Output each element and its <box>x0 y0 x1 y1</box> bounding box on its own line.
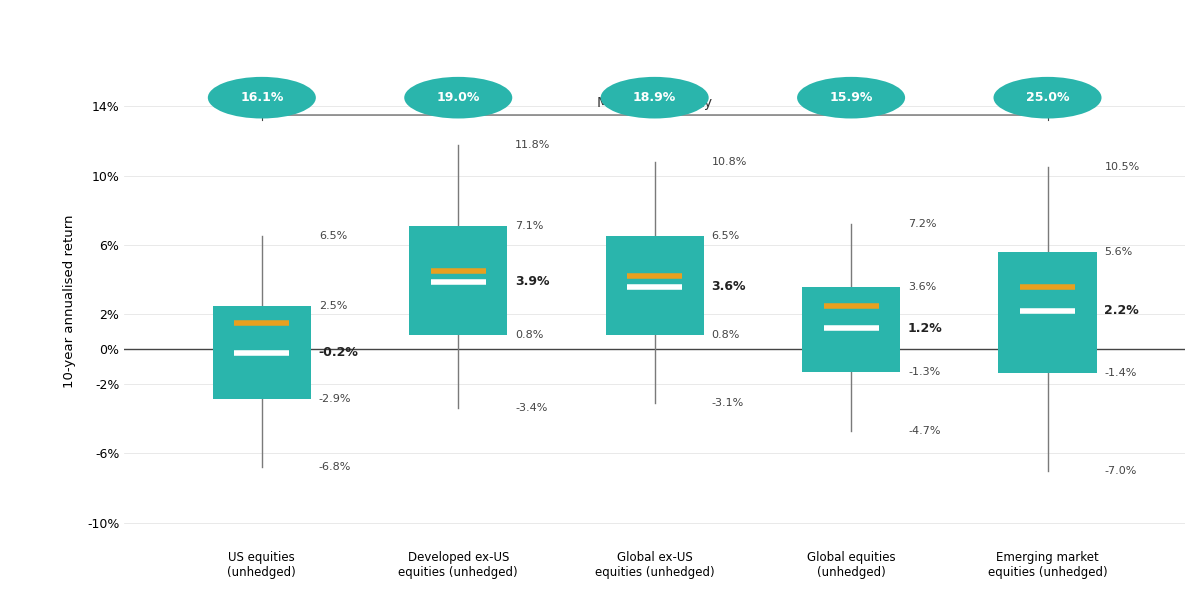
Text: -1.3%: -1.3% <box>908 367 941 377</box>
Text: 5.6%: 5.6% <box>1104 247 1133 257</box>
Text: 2.2%: 2.2% <box>1104 304 1139 317</box>
Text: -6.8%: -6.8% <box>319 462 352 472</box>
Bar <box>802 287 900 371</box>
Text: 7.2%: 7.2% <box>908 219 936 229</box>
Bar <box>998 252 1097 373</box>
Bar <box>212 306 311 400</box>
Text: 15.9%: 15.9% <box>829 91 872 104</box>
Text: 3.9%: 3.9% <box>515 275 550 288</box>
Text: 6.5%: 6.5% <box>319 232 347 241</box>
Text: 18.9%: 18.9% <box>634 91 677 104</box>
Text: -2.9%: -2.9% <box>319 394 352 404</box>
Ellipse shape <box>797 77 905 118</box>
Y-axis label: 10-year annualised return: 10-year annualised return <box>62 215 76 388</box>
Text: -3.1%: -3.1% <box>712 398 744 408</box>
Text: -1.4%: -1.4% <box>1104 368 1136 379</box>
Text: -0.2%: -0.2% <box>319 346 359 359</box>
Text: 16.1%: 16.1% <box>240 91 283 104</box>
Text: -3.4%: -3.4% <box>515 403 547 413</box>
Text: 1.2%: 1.2% <box>908 322 943 335</box>
Ellipse shape <box>208 77 316 118</box>
Text: -7.0%: -7.0% <box>1104 466 1136 476</box>
Text: 25.0%: 25.0% <box>1026 91 1069 104</box>
Text: -4.7%: -4.7% <box>908 425 941 436</box>
Text: 0.8%: 0.8% <box>515 330 544 340</box>
Ellipse shape <box>601 77 709 118</box>
Text: 7.1%: 7.1% <box>515 221 544 231</box>
Ellipse shape <box>994 77 1102 118</box>
Text: 11.8%: 11.8% <box>515 140 551 149</box>
Text: 6.5%: 6.5% <box>712 232 740 241</box>
Text: 3.6%: 3.6% <box>908 282 936 292</box>
Text: 10.5%: 10.5% <box>1104 162 1140 172</box>
Text: 2.5%: 2.5% <box>319 301 347 311</box>
Text: 3.6%: 3.6% <box>712 280 746 293</box>
Text: Median volatility: Median volatility <box>598 96 713 110</box>
Bar <box>409 226 508 335</box>
Bar <box>606 236 703 335</box>
Text: 0.8%: 0.8% <box>712 330 740 340</box>
Text: 19.0%: 19.0% <box>437 91 480 104</box>
Text: 10.8%: 10.8% <box>712 157 748 167</box>
Ellipse shape <box>404 77 512 118</box>
